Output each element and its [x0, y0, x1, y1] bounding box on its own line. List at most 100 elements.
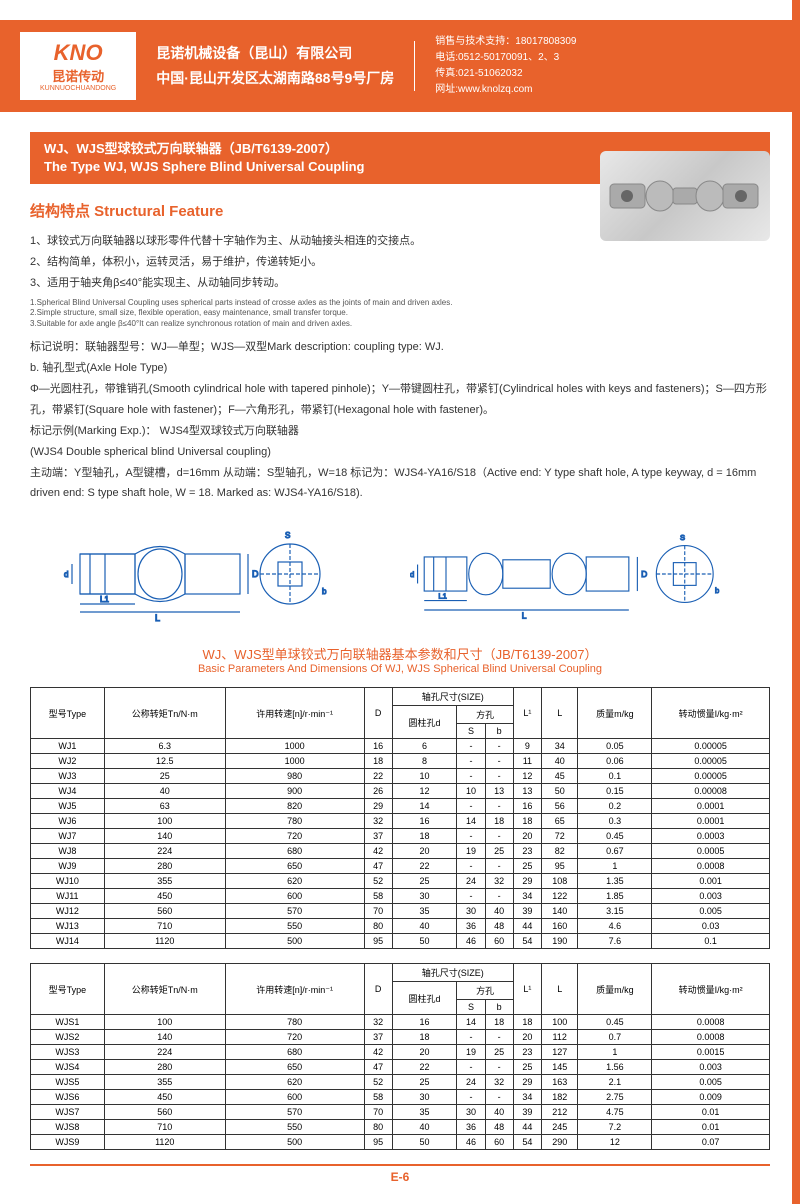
- table-cell: 16: [392, 1015, 457, 1030]
- table-cell: 140: [541, 904, 578, 919]
- table-cell: 720: [225, 1030, 364, 1045]
- table-cell: 1.35: [578, 874, 652, 889]
- table-cell: WJ5: [31, 799, 105, 814]
- table-cell: WJS5: [31, 1075, 105, 1090]
- table-cell: 14: [392, 799, 457, 814]
- table-cell: WJ3: [31, 769, 105, 784]
- table-cell: 224: [104, 1045, 225, 1060]
- table-cell: 26: [364, 784, 392, 799]
- table-cell: 42: [364, 844, 392, 859]
- table-cell: -: [485, 1090, 513, 1105]
- table-cell: 720: [225, 829, 364, 844]
- technical-diagrams: L L1 D d S b L L1: [30, 524, 770, 624]
- table-cell: 112: [541, 1030, 578, 1045]
- table-cell: 0.0008: [652, 1030, 770, 1045]
- table-cell: 10: [457, 784, 485, 799]
- table-cell: 40: [541, 754, 578, 769]
- table-body-wjs: WJS110078032161418181000.450.0008WJS2140…: [31, 1015, 770, 1150]
- table-cell: WJS9: [31, 1135, 105, 1150]
- table-cell: 11: [513, 754, 541, 769]
- table-cell: 1: [578, 1045, 652, 1060]
- table-cell: 18: [513, 1015, 541, 1030]
- table-cell: 23: [513, 844, 541, 859]
- table-cell: 32: [485, 874, 513, 889]
- table-cell: 500: [225, 934, 364, 949]
- col-S: S: [457, 1000, 485, 1015]
- table-cell: 30: [457, 1105, 485, 1120]
- table-cell: 0.7: [578, 1030, 652, 1045]
- desc-6: 主动端：Y型轴孔，A型键槽，d=16mm 从动端：S型轴孔，W=18 标记为：W…: [30, 463, 770, 505]
- table-cell: 620: [225, 1075, 364, 1090]
- table-cell: 0.003: [652, 889, 770, 904]
- table-row: WJ1256057070353040391403.150.005: [31, 904, 770, 919]
- table-cell: 122: [541, 889, 578, 904]
- table-cell: 1000: [225, 739, 364, 754]
- table-cell: 245: [541, 1120, 578, 1135]
- table-cell: 0.0015: [652, 1045, 770, 1060]
- company-address: 中国·昆山开发区太湖南路88号9号厂房: [156, 66, 394, 91]
- table-cell: 60: [485, 934, 513, 949]
- table-cell: 560: [104, 1105, 225, 1120]
- table-cell: WJS3: [31, 1045, 105, 1060]
- col-inertia: 转动惯量I/kg·m²: [652, 688, 770, 739]
- col-mass: 质量m/kg: [578, 688, 652, 739]
- table-cell: 0.0001: [652, 799, 770, 814]
- table-cell: 650: [225, 1060, 364, 1075]
- table-cell: WJS7: [31, 1105, 105, 1120]
- table-cell: 710: [104, 1120, 225, 1135]
- table-cell: 47: [364, 1060, 392, 1075]
- col-mass: 质量m/kg: [578, 964, 652, 1015]
- table-cell: 0.003: [652, 1060, 770, 1075]
- table-cell: 95: [364, 1135, 392, 1150]
- table-cell: 12: [392, 784, 457, 799]
- table-row: WJS64506005830--341822.750.009: [31, 1090, 770, 1105]
- col-L: L: [541, 688, 578, 739]
- col-type: 型号Type: [31, 964, 105, 1015]
- table-cell: 2.75: [578, 1090, 652, 1105]
- table-cell: 182: [541, 1090, 578, 1105]
- table-cell: -: [457, 1090, 485, 1105]
- table-cell: 1: [578, 859, 652, 874]
- fine-1: 1.Spherical Blind Universal Coupling use…: [30, 298, 770, 308]
- table-cell: 7.6: [578, 934, 652, 949]
- table-cell: 25: [485, 844, 513, 859]
- table-cell: 0.45: [578, 1015, 652, 1030]
- table-cell: 650: [225, 859, 364, 874]
- col-L: L: [541, 964, 578, 1015]
- table-cell: 70: [364, 1105, 392, 1120]
- table-cell: WJ14: [31, 934, 105, 949]
- table-cell: 100: [541, 1015, 578, 1030]
- table-cell: 10: [392, 769, 457, 784]
- table-cell: 600: [225, 889, 364, 904]
- svg-text:L1: L1: [100, 595, 109, 604]
- table-cell: 0.67: [578, 844, 652, 859]
- table-cell: 65: [541, 814, 578, 829]
- table-cell: 24: [457, 874, 485, 889]
- table-cell: 1000: [225, 754, 364, 769]
- table-cell: 355: [104, 1075, 225, 1090]
- table-row: WJS3224680422019252312710.0015: [31, 1045, 770, 1060]
- table-cell: 0.06: [578, 754, 652, 769]
- table-cell: 550: [225, 1120, 364, 1135]
- feature-english: 1.Spherical Blind Universal Coupling use…: [30, 298, 770, 329]
- col-b: b: [485, 724, 513, 739]
- table-cell: 0.0001: [652, 814, 770, 829]
- table-cell: 63: [104, 799, 225, 814]
- table-cell: 32: [364, 814, 392, 829]
- table-cell: 450: [104, 889, 225, 904]
- table-cell: -: [457, 754, 485, 769]
- table-cell: 20: [392, 844, 457, 859]
- fine-2: 2.Simple structure, small size, flexible…: [30, 308, 770, 318]
- table-cell: 280: [104, 1060, 225, 1075]
- description: 标记说明：联轴器型号：WJ—单型；WJS—双型Mark description:…: [30, 337, 770, 504]
- table-cell: 35: [392, 904, 457, 919]
- col-torque: 公称转矩Tn/N·m: [104, 688, 225, 739]
- table-cell: -: [485, 769, 513, 784]
- table-cell: 680: [225, 1045, 364, 1060]
- table-cell: 29: [364, 799, 392, 814]
- svg-text:L1: L1: [438, 592, 446, 601]
- svg-text:L: L: [522, 611, 527, 621]
- table-cell: 40: [104, 784, 225, 799]
- table-cell: 0.0008: [652, 859, 770, 874]
- table-cell: 0.00005: [652, 754, 770, 769]
